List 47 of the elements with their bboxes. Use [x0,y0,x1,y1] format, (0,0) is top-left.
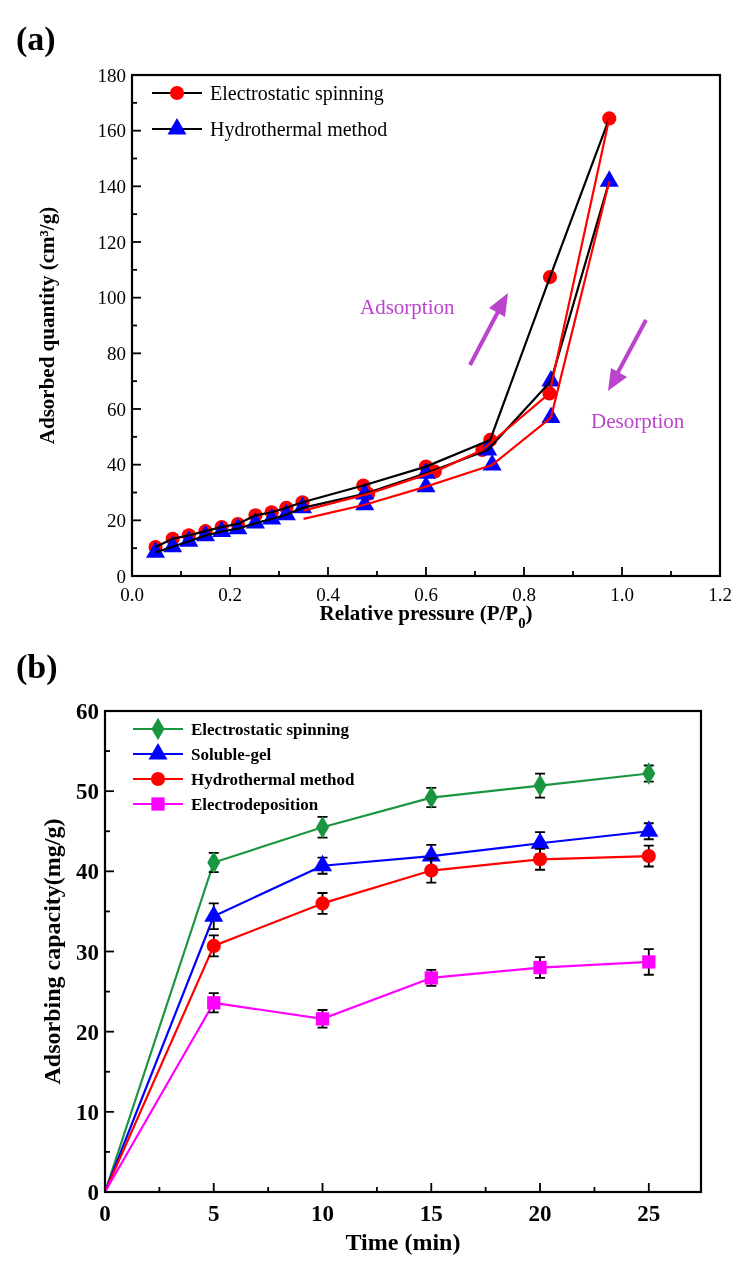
x-tick-label: 1.2 [708,584,732,605]
x-tick-label: 25 [637,1201,661,1226]
x-tick-label: 5 [208,1201,220,1226]
y-tick-label: 10 [76,1099,99,1125]
y-tick-label: 160 [97,120,126,142]
y-tick-label: 60 [76,699,99,725]
point [533,960,547,975]
y-axis-title: Adsorbing capacity(mg/g) [39,818,65,1085]
point [315,896,330,911]
legend-label: Soluble-gel [191,744,272,764]
y-tick-label: 30 [76,939,99,965]
point [642,955,656,969]
y-axis-title: Adsorbed quantity (cm³/g) [35,206,59,445]
legend-label: Hydrothermal method [210,118,388,141]
y-tick-label: 50 [76,779,99,805]
x-tick-label: 15 [419,1201,443,1226]
y-tick-label: 0 [116,565,126,587]
y-tick-label: 80 [107,342,126,364]
y-tick-label: 40 [107,454,126,476]
legend-label: Electrodeposition [191,794,319,814]
x-tick-label: 1.0 [610,584,634,605]
annotation: Desorption [591,409,685,433]
legend-label: Electrostatic spinning [191,719,350,739]
y-tick-label: 0 [87,1180,99,1206]
x-tick-label: 20 [528,1201,552,1226]
y-tick-label: 140 [97,175,126,197]
y-tick-label: 20 [76,1019,99,1045]
x-tick-label: 10 [311,1201,335,1226]
legend-label: Electrostatic spinning [210,82,384,105]
y-tick-label: 120 [97,231,126,253]
point [424,863,439,878]
y-tick-label: 60 [107,398,126,420]
y-tick-label: 40 [76,859,99,885]
annotation: Adsorption [360,295,455,319]
legend-label: Hydrothermal method [191,769,356,789]
point [532,852,548,867]
x-tick-label: 0.0 [120,584,144,605]
point [641,849,656,864]
x-axis-title: Time (min) [345,1229,461,1255]
point [206,938,221,953]
y-tick-label: 100 [97,287,126,309]
y-tick-label: 20 [107,509,126,531]
chart-title: (b) [16,648,58,686]
point [207,996,221,1010]
chart-title: (a) [16,20,56,58]
x-tick-label: 0.2 [218,584,242,605]
y-tick-label: 180 [97,64,126,86]
